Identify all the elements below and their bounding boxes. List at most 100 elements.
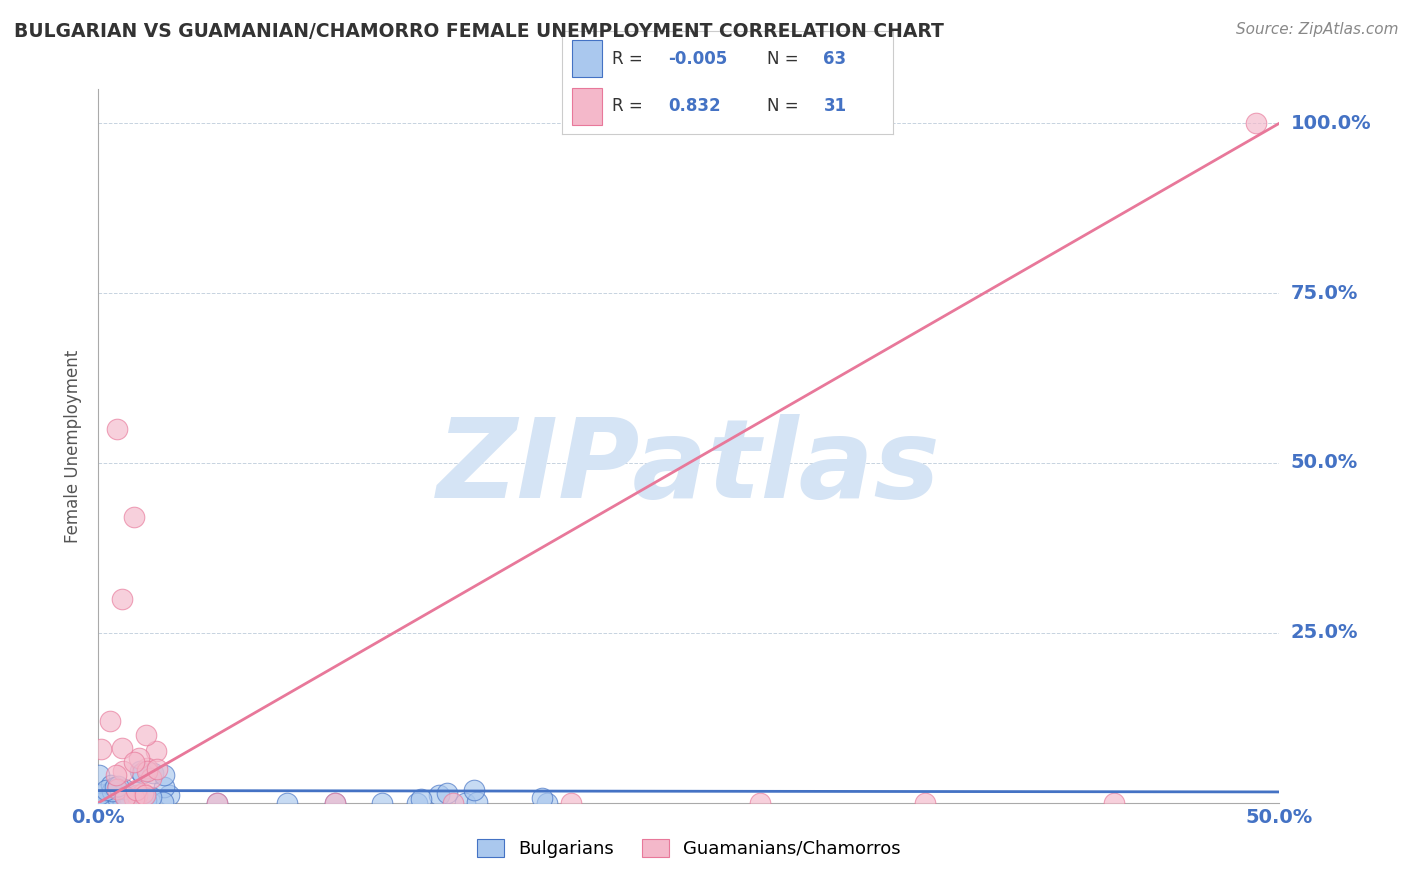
Point [530, 790, 553, 805]
Point [406, 796, 429, 810]
Text: 50.0%: 50.0% [1291, 453, 1358, 473]
Point [436, 786, 458, 800]
Point [157, 788, 180, 802]
Point [87, 796, 110, 810]
Point [152, 795, 174, 809]
Point [98, 714, 121, 729]
Point [105, 782, 128, 797]
Point [135, 793, 157, 807]
Point [87, 796, 110, 810]
Point [91, 796, 114, 810]
Point [205, 796, 228, 810]
Point [145, 744, 167, 758]
Point [90, 796, 112, 810]
Text: N =: N = [768, 97, 799, 115]
Point [97, 796, 120, 810]
Point [87, 796, 110, 810]
Bar [572, 87, 602, 125]
Text: R =: R = [612, 97, 643, 115]
Point [139, 790, 162, 805]
Point [91, 796, 114, 810]
Point [107, 791, 129, 805]
Point [560, 796, 582, 810]
Point [89, 796, 111, 810]
Point [90, 796, 112, 810]
Point [105, 422, 128, 436]
Text: 75.0%: 75.0% [1291, 284, 1358, 302]
Point [142, 766, 165, 780]
Point [111, 741, 134, 756]
Text: R =: R = [612, 50, 643, 68]
Point [104, 780, 127, 795]
Point [96, 796, 118, 810]
Point [111, 591, 134, 606]
Point [94, 783, 117, 797]
Point [89, 796, 111, 810]
Point [132, 786, 155, 800]
Point [112, 781, 135, 796]
Y-axis label: Female Unemployment: Female Unemployment [65, 350, 83, 542]
Point [94, 796, 117, 810]
Text: 100.0%: 100.0% [1291, 113, 1371, 133]
Text: N =: N = [768, 50, 799, 68]
Point [89, 767, 111, 781]
Point [122, 790, 145, 805]
Point [146, 762, 169, 776]
Bar [572, 40, 602, 78]
Point [96, 796, 118, 810]
Point [90, 796, 112, 810]
Point [124, 782, 146, 797]
Point [114, 789, 136, 803]
Legend: Bulgarians, Guamanians/Chamorros: Bulgarians, Guamanians/Chamorros [470, 831, 908, 865]
Point [1244, 116, 1267, 130]
Point [93, 796, 115, 810]
Point [131, 766, 153, 780]
Point [463, 783, 485, 797]
Text: 63: 63 [824, 50, 846, 68]
Point [122, 510, 145, 524]
Point [135, 728, 157, 742]
Point [100, 778, 122, 792]
Text: ZIPatlas: ZIPatlas [437, 414, 941, 521]
Point [87, 796, 110, 810]
Point [112, 764, 135, 778]
Text: Source: ZipAtlas.com: Source: ZipAtlas.com [1236, 22, 1399, 37]
Point [141, 771, 163, 785]
Point [127, 788, 149, 802]
Point [89, 796, 111, 810]
Point [441, 796, 464, 810]
Point [89, 787, 111, 801]
Point [114, 790, 136, 805]
Point [104, 768, 127, 782]
Point [122, 755, 145, 769]
Point [205, 796, 228, 810]
Point [465, 795, 488, 809]
Point [427, 788, 450, 802]
Point [93, 796, 115, 810]
Point [129, 764, 152, 778]
Point [409, 792, 432, 806]
Point [125, 785, 148, 799]
Point [1102, 796, 1125, 810]
Point [89, 796, 111, 810]
Text: BULGARIAN VS GUAMANIAN/CHAMORRO FEMALE UNEMPLOYMENT CORRELATION CHART: BULGARIAN VS GUAMANIAN/CHAMORRO FEMALE U… [14, 22, 943, 41]
Text: -0.005: -0.005 [668, 50, 727, 68]
Point [98, 796, 121, 810]
Point [93, 796, 115, 810]
Point [453, 796, 475, 810]
Point [101, 783, 124, 797]
Point [323, 796, 346, 810]
Point [96, 796, 118, 810]
Text: 25.0%: 25.0% [1291, 624, 1358, 642]
Point [152, 767, 174, 781]
Point [98, 796, 121, 810]
Point [134, 788, 156, 802]
Point [323, 796, 346, 810]
Point [153, 780, 176, 795]
Text: 0.832: 0.832 [668, 97, 721, 115]
Point [93, 796, 115, 810]
Point [97, 796, 120, 810]
Point [89, 796, 111, 810]
Point [135, 761, 157, 775]
Point [914, 796, 936, 810]
